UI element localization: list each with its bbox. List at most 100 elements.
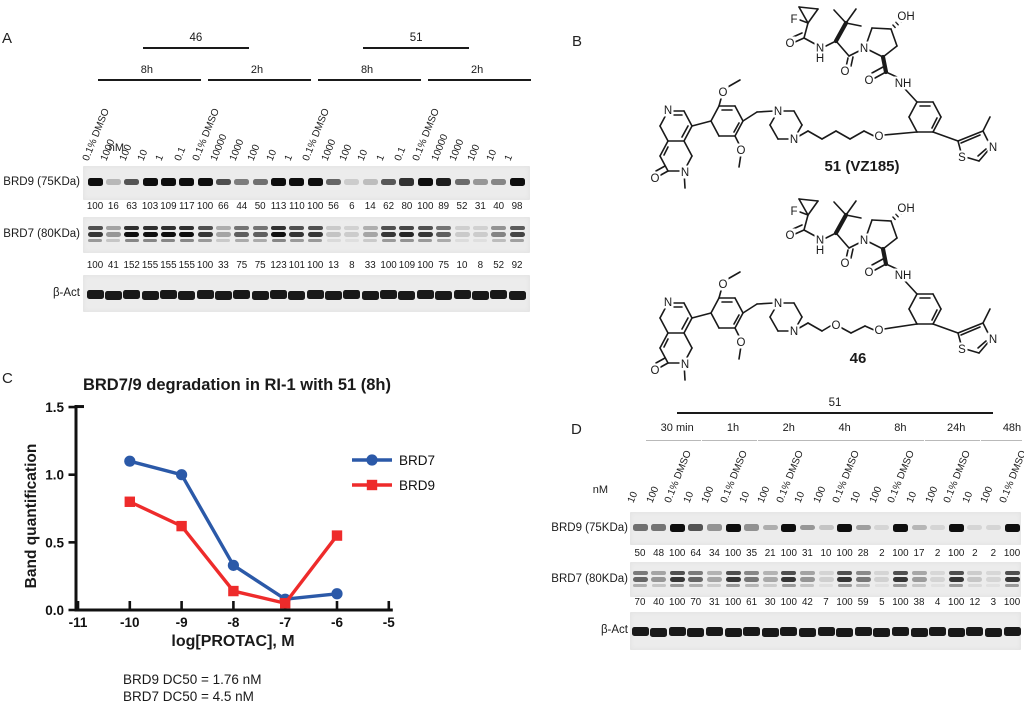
quantification-value: 6 (349, 201, 355, 212)
protein-band (669, 570, 685, 575)
bond (871, 258, 884, 266)
atom-label: N (860, 235, 868, 247)
blot-row-label: BRD9 (75KDa) (551, 521, 628, 534)
bond (659, 332, 669, 349)
atom-label: OH (897, 203, 914, 215)
bond (793, 302, 803, 318)
protein-band (198, 239, 213, 242)
protein-band (725, 570, 741, 575)
lane-concentration-label: 10 (960, 490, 976, 505)
protein-band (491, 226, 507, 230)
bond (769, 124, 779, 140)
hash-bond (892, 24, 896, 29)
wedge-bond (833, 212, 849, 236)
bond (683, 317, 693, 334)
protein-band (670, 583, 685, 587)
quantification-value: 63 (126, 201, 138, 212)
time-group-underline (869, 440, 925, 441)
quantification-value: 101 (288, 260, 306, 271)
lane-concentration-label: 10 (793, 490, 808, 505)
quantification-value: 100 (892, 548, 909, 559)
protein-band (855, 570, 871, 575)
protein-band (949, 583, 964, 587)
nm-unit-label: nM (592, 484, 608, 496)
atom-label-mask (858, 233, 870, 247)
protein-band (744, 583, 759, 587)
quantification-value: 117 (178, 201, 195, 212)
time-header-line (428, 79, 532, 81)
protein-band (361, 290, 379, 300)
bond (794, 37, 805, 43)
quantification-value: 110 (289, 201, 305, 212)
atom-label: N (816, 43, 824, 55)
protein-band (490, 289, 508, 299)
y-tick-label: 1.0 (45, 468, 64, 483)
compound-header-line (142, 47, 249, 49)
atom-label-mask (814, 243, 826, 257)
protein-band (509, 226, 525, 230)
protein-band (161, 239, 176, 242)
bond (683, 332, 693, 349)
atom-label-mask (987, 140, 999, 154)
compound-header-label: 51 (828, 397, 842, 409)
quantification-value: 52 (493, 260, 505, 271)
x-tick-label: -7 (279, 615, 291, 630)
protein-band (855, 576, 871, 582)
bond (982, 116, 991, 132)
panel-c-chart: 0.0 0.5 1.0 1.5 -11 -10 -9 -8 -7 -6 -5 BRD7 BRD9 (0, 355, 470, 705)
protein-band (743, 627, 761, 636)
atom-label-mask (873, 129, 885, 143)
quantification-value: 100 (86, 260, 104, 271)
protein-band (1004, 523, 1020, 532)
quantification-value: 8 (477, 260, 484, 271)
panel-d-letter: D (571, 421, 582, 438)
time-group-underline (980, 440, 1022, 441)
protein-band (160, 178, 176, 186)
structure-name-label: 51 (VZ185) (824, 158, 900, 175)
protein-band (179, 226, 195, 230)
atom-label-mask (839, 64, 851, 78)
protein-band (234, 239, 249, 242)
bond (845, 214, 862, 219)
quantification-value: 41 (107, 260, 119, 271)
protein-band (891, 627, 909, 636)
quantification-value: 21 (764, 548, 776, 559)
quantification-value: 64 (690, 548, 702, 559)
lane-concentration-label: 100 (979, 485, 996, 505)
protein-band (435, 290, 453, 300)
protein-band (966, 627, 984, 636)
protein-band (143, 239, 158, 242)
lane-concentration-label: 100 (337, 143, 355, 163)
protein-band (687, 628, 705, 637)
x-tick-label: -6 (331, 615, 343, 630)
atom-label: O (841, 66, 850, 78)
panel-c-letter: C (2, 370, 13, 387)
compound-header-label: 51 (409, 32, 423, 44)
protein-band (632, 524, 648, 531)
bond (833, 9, 847, 24)
bond (683, 140, 693, 157)
protein-band (1004, 576, 1020, 582)
atom-label: O (786, 38, 795, 50)
bond (977, 340, 987, 349)
bond (683, 110, 693, 127)
protein-band (632, 570, 648, 575)
protein-band (453, 289, 471, 299)
lane-concentration-label: 0.1 (172, 145, 189, 163)
protein-band (725, 523, 741, 532)
quantification-value: 40 (653, 597, 665, 608)
protein-band (688, 524, 704, 531)
atom-label: N (860, 43, 868, 55)
protein-band (651, 576, 667, 582)
quantification-value: 100 (307, 260, 324, 271)
protein-band (874, 524, 890, 531)
bond (733, 314, 740, 325)
bond (850, 56, 854, 67)
quantification-value: 100 (724, 548, 742, 559)
x-tick-label: -8 (227, 615, 239, 630)
linker-bond (835, 130, 851, 140)
bond (890, 28, 898, 47)
time-header-label: 2h (782, 422, 795, 434)
protein-band (984, 628, 1002, 637)
atom-label-mask (814, 51, 826, 65)
